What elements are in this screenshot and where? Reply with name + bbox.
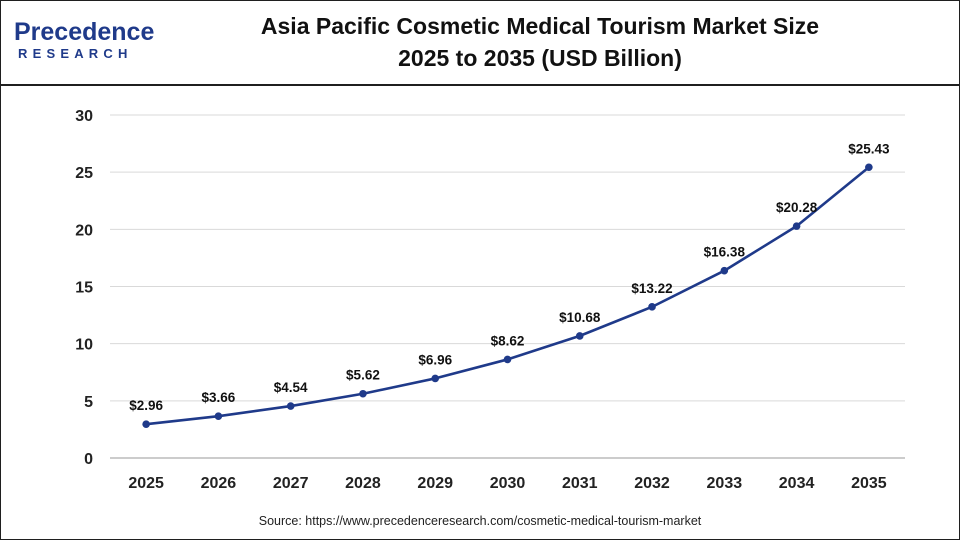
x-tick-label: 2031 bbox=[562, 475, 598, 492]
source-note: Source: https://www.precedenceresearch.c… bbox=[258, 514, 702, 528]
y-tick-label: 15 bbox=[75, 280, 93, 297]
data-point bbox=[359, 389, 367, 398]
logo-wordmark: Precedence bbox=[14, 18, 155, 46]
data-point bbox=[431, 374, 440, 383]
data-label: $3.66 bbox=[202, 390, 236, 405]
data-point bbox=[792, 222, 801, 230]
chart-title-line-2: 2025 to 2035 (USD Billion) bbox=[398, 45, 682, 71]
x-tick-label: 2029 bbox=[417, 475, 453, 492]
data-label: $8.62 bbox=[491, 333, 525, 348]
chart-title-line-1: Asia Pacific Cosmetic Medical Tourism Ma… bbox=[260, 13, 820, 39]
data-point bbox=[865, 163, 873, 172]
data-point bbox=[503, 355, 512, 364]
y-tick-label: 30 bbox=[75, 108, 93, 125]
x-tick-label: 2028 bbox=[345, 475, 381, 492]
x-tick-label: 2026 bbox=[201, 475, 237, 492]
data-label: $20.28 bbox=[776, 200, 818, 215]
data-label: $25.43 bbox=[848, 141, 890, 156]
y-tick-label: 5 bbox=[84, 394, 93, 411]
x-tick-label: 2035 bbox=[851, 475, 887, 492]
x-tick-label: 2034 bbox=[779, 475, 815, 492]
header: Precedence RESEARCH Asia Pacific Cosmeti… bbox=[0, 0, 960, 84]
x-tick-label: 2032 bbox=[634, 475, 670, 492]
data-label: $16.38 bbox=[704, 245, 746, 260]
y-tick-label: 10 bbox=[75, 337, 93, 354]
chart-title: Asia Pacific Cosmetic Medical Tourism Ma… bbox=[200, 10, 880, 74]
y-tick-label: 0 bbox=[84, 451, 93, 468]
data-label: $10.68 bbox=[559, 310, 601, 325]
x-tick-label: 2030 bbox=[490, 475, 526, 492]
data-label: $13.22 bbox=[631, 281, 672, 296]
header-divider bbox=[0, 84, 960, 86]
data-label: $2.96 bbox=[129, 398, 163, 413]
data-point bbox=[142, 420, 150, 428]
data-label: $6.96 bbox=[418, 352, 452, 367]
data-point bbox=[286, 402, 295, 410]
data-label: $5.62 bbox=[346, 368, 380, 383]
brand-logo: Precedence RESEARCH bbox=[14, 18, 164, 66]
data-point bbox=[648, 303, 656, 311]
logo-subtitle: RESEARCH bbox=[18, 46, 133, 61]
y-tick-label: 20 bbox=[75, 222, 93, 239]
data-point bbox=[214, 412, 223, 420]
series-line bbox=[145, 166, 870, 426]
x-tick-label: 2025 bbox=[128, 475, 164, 492]
data-point bbox=[575, 332, 584, 340]
x-tick-label: 2033 bbox=[707, 475, 743, 492]
y-tick-label: 25 bbox=[75, 165, 93, 182]
data-point bbox=[720, 266, 729, 275]
x-tick-label: 2027 bbox=[273, 475, 309, 492]
data-label: $4.54 bbox=[274, 380, 308, 395]
